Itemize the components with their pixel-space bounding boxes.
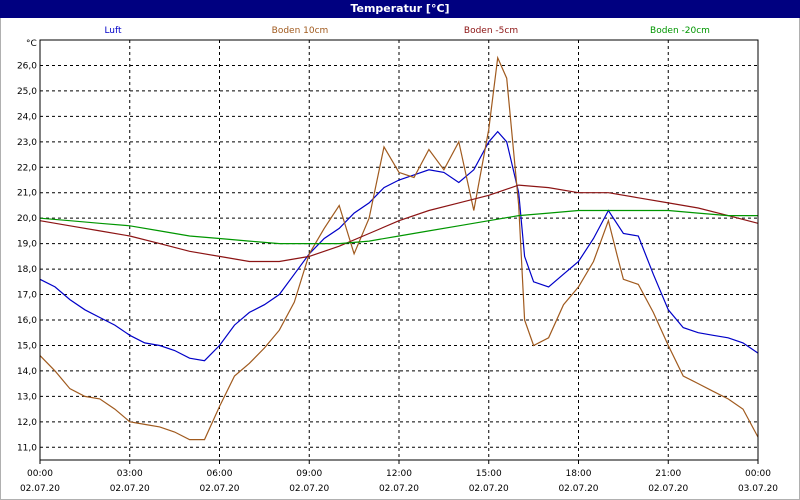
x-tick-time: 15:00	[476, 469, 502, 479]
series-line-boden-20cm	[39, 209, 758, 245]
x-tick-date: 02.07.20	[289, 484, 329, 494]
x-tick-time: 00:00	[745, 469, 771, 479]
legend: Luft Boden 10cm Boden -5cm Boden -20cm	[104, 26, 710, 36]
y-tick-label: 13,0	[17, 392, 37, 402]
x-tick-time: 00:00	[27, 469, 53, 479]
y-tick-label: 19,0	[17, 240, 37, 250]
y-tick-label: 16,0	[17, 316, 37, 326]
x-tick-date: 02.07.20	[379, 484, 419, 494]
x-tick-date: 03.07.20	[738, 484, 778, 494]
y-tick-label: 14,0	[17, 367, 37, 377]
x-tick-date: 02.07.20	[199, 484, 239, 494]
legend-entry: Luft	[104, 26, 122, 36]
x-tick-date: 02.07.20	[469, 484, 509, 494]
y-tick-label: 12,0	[17, 418, 37, 428]
x-tick-time: 03:00	[117, 469, 143, 479]
series-line-luft	[39, 130, 759, 362]
y-tick-label: 22,0	[17, 163, 37, 173]
y-tick-label: 23,0	[17, 138, 37, 148]
y-tick-label: 11,0	[17, 443, 37, 453]
legend-entry: Boden -5cm	[464, 26, 518, 36]
y-tick-label: 26,0	[17, 61, 37, 71]
y-tick-label: 15,0	[17, 341, 37, 351]
x-tick-time: 21:00	[655, 469, 681, 479]
grid	[40, 40, 758, 460]
y-tick-label: 25,0	[17, 87, 37, 97]
x-tick-time: 06:00	[207, 469, 233, 479]
x-tick-date: 02.07.20	[20, 484, 60, 494]
y-tick-label: 17,0	[17, 291, 37, 301]
series-line-boden-5cm	[39, 184, 759, 263]
legend-entry: Boden -20cm	[650, 26, 710, 36]
legend-entry: Boden 10cm	[272, 26, 329, 36]
x-tick-date: 02.07.20	[558, 484, 598, 494]
window-title: Temperatur [°C]	[0, 0, 800, 18]
x-tick-date: 02.07.20	[648, 484, 688, 494]
y-tick-label: 21,0	[17, 189, 37, 199]
series-lines	[39, 55, 759, 441]
x-tick-time: 18:00	[566, 469, 592, 479]
axes: 11,0 12,0 13,0 14,0 15,0 16,0 17,0 18,0 19,0 20,0…	[17, 39, 778, 494]
y-axis-unit: °C	[26, 39, 37, 49]
x-tick-date: 02.07.20	[110, 484, 150, 494]
x-tick-time: 09:00	[296, 469, 322, 479]
plot-frame	[39, 39, 759, 461]
series-line-boden-10cm	[39, 55, 759, 441]
y-tick-label: 20,0	[17, 214, 37, 224]
y-tick-label: 18,0	[17, 265, 37, 275]
x-tick-time: 12:00	[386, 469, 412, 479]
y-tick-label: 24,0	[17, 112, 37, 122]
